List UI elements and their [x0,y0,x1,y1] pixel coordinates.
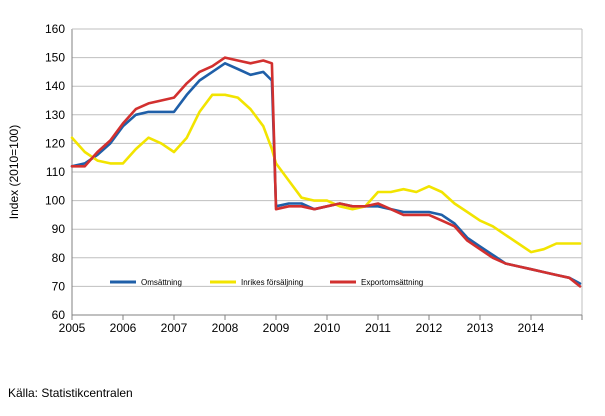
series-line [70,56,582,288]
y-tick-label: 60 [52,308,66,322]
axes [71,28,583,320]
x-tick-label: 2010 [314,321,341,335]
y-tick-labels: 60 70 80 90 100 110 120 130 140 150 160 [45,22,65,322]
y-tick-label: 110 [46,165,65,179]
y-tick-label: 120 [45,136,65,150]
legend: Omsättning Inrikes försäljning Exportomsät… [110,278,423,287]
x-tick-label: 2006 [110,321,137,335]
series-lines [70,56,582,288]
x-tick-label: 2008 [212,321,239,335]
y-tick-label: 70 [52,279,66,293]
y-tick-label: 130 [45,108,65,122]
x-tick-labels: 2005 2006 2007 2008 2009 2010 2011 2012 2013 2014 [59,321,545,335]
y-tick-label: 90 [52,222,66,236]
series-line [70,93,582,254]
x-tick-label: 2014 [518,321,545,335]
x-tick-label: 2011 [365,321,391,335]
y-tick-label: 100 [45,194,65,208]
y-axis-title: Index (2010=100) [7,125,21,219]
y-tick-label: 140 [45,79,65,93]
x-tick-label: 2007 [161,321,188,335]
legend-label: Omsättning [141,278,182,287]
x-tick-label: 2013 [467,321,494,335]
x-tick-label: 2005 [59,321,86,335]
legend-label: Inrikes försäljning [241,278,303,287]
source-note: Källa: Statistikcentralen [8,386,133,400]
y-tick-label: 80 [52,251,66,265]
legend-label: Exportomsättning [361,278,423,287]
y-tick-label: 150 [45,51,65,65]
y-tick-label: 160 [45,22,65,36]
x-tick-label: 2012 [416,321,443,335]
x-tick-label: 2009 [263,321,290,335]
